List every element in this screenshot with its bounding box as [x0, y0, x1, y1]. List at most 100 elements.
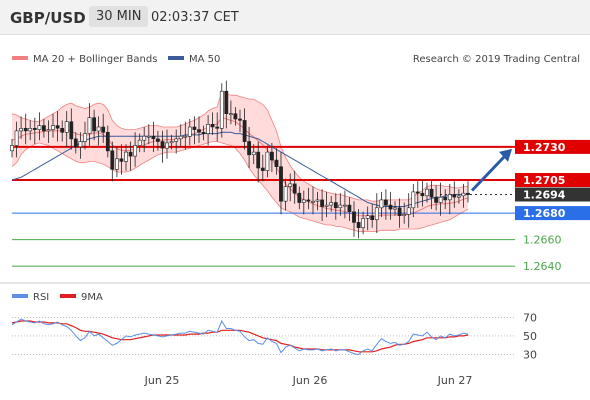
candle-body	[466, 192, 470, 195]
bollinger-upper-line	[11, 90, 468, 202]
candle-body	[37, 125, 42, 130]
rsi-layer: 70 50 30	[11, 311, 537, 362]
candle-body	[333, 202, 338, 209]
x-axis-layer: Jun 25 Jun 26 Jun 27	[144, 374, 473, 387]
candle-body	[78, 141, 83, 148]
legend-9ma-label: 9MA	[81, 292, 103, 303]
pair-title: GBP/USD	[10, 9, 86, 27]
candle-body	[178, 135, 183, 140]
candle-body	[311, 200, 315, 203]
candle-body	[32, 128, 37, 130]
candle-body	[46, 129, 51, 132]
candle-body	[210, 124, 215, 128]
candle-body	[324, 204, 329, 207]
candle-body	[342, 204, 347, 207]
legend-bb-swatch	[12, 56, 28, 60]
candle-body	[96, 126, 101, 132]
candle-body	[279, 166, 283, 202]
projection-arrow-layer	[470, 148, 512, 192]
candle-body	[64, 121, 69, 133]
candle-body	[238, 118, 242, 121]
candle-body	[415, 191, 420, 194]
level-labels-layer: 1.2730 1.2705 1.2694 1.2680 1.2660 1.2640	[515, 139, 590, 273]
candle-body	[320, 199, 325, 207]
candle-body	[256, 151, 261, 169]
candle-body	[329, 202, 334, 206]
candle-body	[215, 126, 220, 129]
candle-body	[169, 141, 174, 144]
candle-body	[365, 215, 370, 219]
candle-body	[288, 183, 293, 187]
level-label-1.2694: 1.2694	[523, 189, 566, 202]
candle-body	[55, 125, 60, 129]
candle-body	[69, 121, 74, 140]
candle-body	[60, 128, 65, 133]
candle-body	[356, 222, 361, 228]
candle-body	[124, 151, 128, 162]
candle-body	[425, 188, 429, 197]
candle-body	[301, 199, 306, 203]
rsi-tick-50: 50	[523, 330, 537, 343]
bollinger-lower-line	[11, 141, 469, 233]
candle-body	[119, 158, 124, 162]
level-label-1.2705: 1.2705	[523, 174, 565, 187]
candle-body	[206, 124, 211, 134]
candle-body	[393, 207, 397, 210]
candle-body	[406, 207, 411, 215]
rsi-tick-70: 70	[523, 311, 537, 324]
x-axis-label: Jun 25	[144, 374, 180, 387]
candle-body	[247, 141, 252, 156]
candle-body	[370, 215, 375, 220]
candle-body	[461, 192, 466, 197]
candle-body	[146, 135, 151, 138]
candle-body	[397, 207, 402, 217]
candle-body	[260, 167, 265, 171]
candle-body	[10, 145, 14, 152]
candle-body	[347, 204, 352, 213]
candle-body	[352, 211, 356, 223]
candle-body	[23, 128, 28, 132]
candle-body	[219, 90, 224, 129]
candle-body	[447, 194, 452, 201]
candle-body	[101, 126, 106, 133]
candle-body	[192, 126, 197, 130]
timeframe-button[interactable]: 30 MIN	[89, 6, 149, 27]
candle-body	[438, 196, 443, 203]
candle-body	[338, 204, 343, 209]
candle-body	[315, 199, 320, 202]
candle-body	[41, 125, 46, 132]
level-label-1.2660: 1.2660	[523, 234, 562, 247]
legend-bb-label: MA 20 + Bollinger Bands	[33, 54, 157, 65]
candle-body	[306, 199, 311, 202]
candle-body	[251, 151, 256, 156]
legend-ma50-swatch	[168, 56, 184, 60]
projection-arrow-shaft	[470, 153, 508, 192]
candle-body	[197, 129, 201, 133]
candle-body	[233, 113, 238, 120]
candle-body	[92, 117, 97, 132]
candle-body	[292, 183, 297, 194]
candle-body	[402, 214, 407, 216]
level-label-1.2680: 1.2680	[523, 207, 566, 220]
candle-body	[379, 199, 384, 209]
candle-body	[142, 135, 147, 141]
candle-body	[19, 128, 24, 132]
candle-body	[151, 135, 156, 140]
candle-body	[411, 191, 416, 209]
candle-body	[242, 120, 247, 142]
candle-body	[28, 128, 33, 132]
candle-body	[187, 126, 192, 137]
candle-body	[137, 139, 142, 146]
candle-body	[201, 132, 206, 134]
candle-body	[14, 130, 19, 146]
candle-body	[105, 132, 110, 152]
legend-rsi-label: RSI	[33, 292, 49, 303]
candle-body	[133, 145, 138, 157]
candle-body	[165, 142, 169, 149]
candle-body	[452, 194, 457, 198]
candle-body	[73, 138, 78, 148]
candle-body	[115, 158, 119, 170]
level-label-1.2730: 1.2730	[523, 141, 566, 154]
candle-body	[128, 151, 133, 157]
